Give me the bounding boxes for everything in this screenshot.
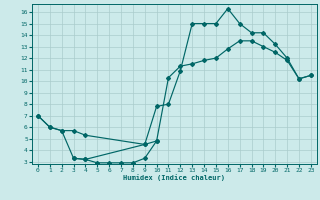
X-axis label: Humidex (Indice chaleur): Humidex (Indice chaleur) <box>124 175 225 181</box>
